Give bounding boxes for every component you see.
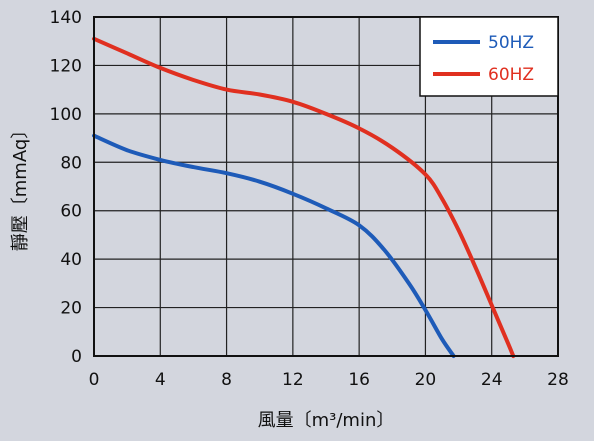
legend-label-60hz: 60HZ (488, 65, 534, 85)
y-tick-label: 60 (60, 202, 82, 222)
y-tick-label: 100 (50, 105, 82, 125)
series-line-50hz (92, 133, 456, 358)
legend: 50HZ 60HZ (419, 16, 559, 97)
x-tick-label: 0 (89, 370, 100, 390)
x-tick-label: 20 (415, 370, 437, 390)
y-tick-label: 120 (50, 56, 82, 76)
y-tick-label: 80 (60, 153, 82, 173)
series-lines (92, 36, 516, 358)
series-line-60hz (92, 36, 516, 358)
y-tick-label: 0 (71, 347, 82, 367)
x-axis-label: 風量〔m³/min〕 (258, 410, 395, 431)
y-tick-label: 20 (60, 299, 82, 319)
plot-frame (93, 16, 559, 357)
y-tick-labels: 0 20 40 60 80 100 120 140 (50, 8, 82, 367)
legend-label-50hz: 50HZ (488, 33, 534, 53)
legend-box (419, 16, 559, 97)
x-tick-label: 12 (282, 370, 304, 390)
x-tick-label: 8 (221, 370, 232, 390)
x-tick-label: 24 (481, 370, 503, 390)
y-tick-label: 140 (50, 8, 82, 28)
x-tick-labels: 0 4 8 12 16 20 24 28 (89, 370, 569, 390)
y-axis-label: 靜壓〔mmAq〕 (10, 121, 31, 252)
x-tick-label: 28 (547, 370, 569, 390)
y-tick-label: 40 (60, 250, 82, 270)
x-tick-label: 4 (155, 370, 166, 390)
x-tick-label: 16 (348, 370, 370, 390)
